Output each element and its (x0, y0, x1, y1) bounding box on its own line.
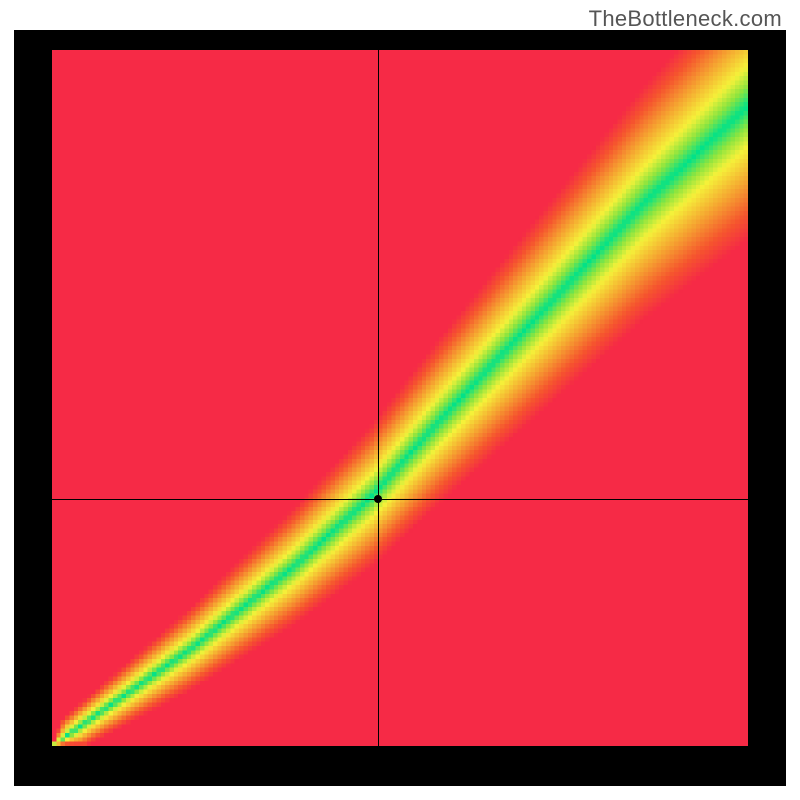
heatmap-canvas (52, 50, 748, 746)
crosshair-horizontal (52, 499, 748, 500)
plot-area (52, 50, 748, 746)
watermark-text: TheBottleneck.com (589, 6, 782, 32)
chart-container: TheBottleneck.com (0, 0, 800, 800)
crosshair-vertical (378, 50, 379, 746)
crosshair-dot (374, 495, 382, 503)
plot-frame (14, 30, 786, 786)
